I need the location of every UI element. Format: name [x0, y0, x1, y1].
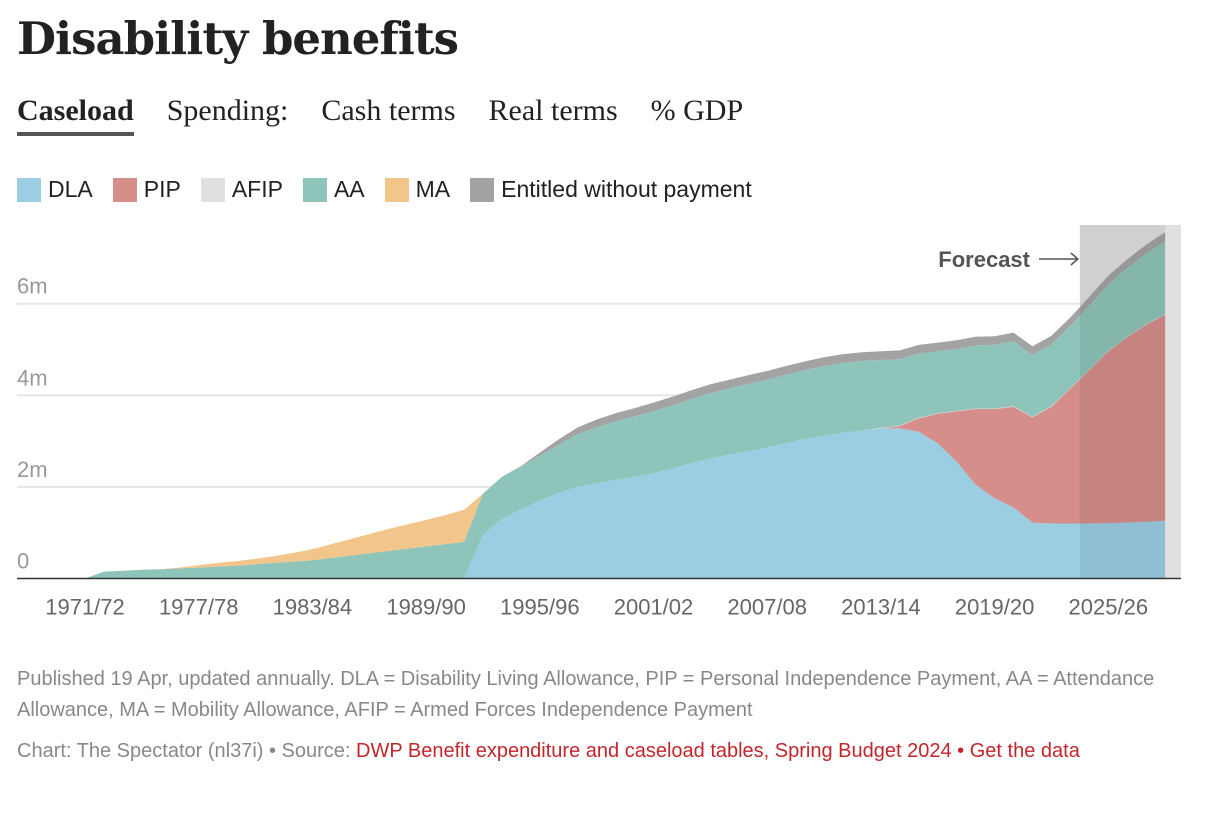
chart-footer: Published 19 Apr, updated annually. DLA …	[17, 664, 1187, 767]
get-data-link[interactable]: Get the data	[969, 740, 1080, 762]
page-title: Disability benefits	[17, 12, 459, 65]
legend-item-ma: MA	[384, 176, 451, 203]
area-aa	[85, 241, 1166, 579]
legend-label-entitled: Entitled without payment	[501, 176, 752, 202]
forecast-tint	[1079, 224, 1166, 579]
forecast-arrowhead-icon	[1070, 252, 1080, 266]
legend: DLA PIP AFIP AA MA Entitled without paym…	[17, 176, 772, 203]
legend-swatch-entitled	[470, 177, 495, 202]
legend-item-aa: AA	[302, 176, 365, 203]
source-link[interactable]: DWP Benefit expenditure and caseload tab…	[356, 740, 952, 762]
x-tick-label: 2019/20	[955, 595, 1035, 620]
legend-swatch-pip	[112, 177, 137, 202]
tab-cash-terms[interactable]: Cash terms	[321, 94, 456, 127]
area-pip	[85, 314, 1166, 579]
y-tick-label: 2m	[17, 457, 48, 482]
view-tabs: Caseload Spending: Cash terms Real terms…	[17, 94, 776, 136]
footer-notes: Published 19 Apr, updated annually. DLA …	[17, 668, 1155, 721]
x-tick-label: 1995/96	[500, 595, 580, 620]
footer-credit: Chart: The Spectator (nl37i) • Source: D…	[17, 736, 1187, 767]
legend-label-dla: DLA	[48, 176, 93, 202]
legend-swatch-aa	[302, 177, 327, 202]
spending-label: Spending:	[166, 94, 289, 127]
x-axis: 1971/72 1977/78 1983/84 1989/90 1995/96 2001/…	[17, 577, 1181, 620]
credit-prefix: Chart: The Spectator (nl37i) • Source:	[17, 740, 357, 762]
forecast-annotation: Forecast	[938, 247, 1080, 272]
y-tick-label: 0	[17, 549, 29, 574]
x-tick-label: 1989/90	[386, 595, 466, 620]
legend-item-dla: DLA	[17, 176, 93, 203]
x-tick-label: 2025/26	[1069, 595, 1149, 620]
legend-label-aa: AA	[333, 176, 365, 202]
y-axis: 0 2m 4m 6m	[17, 274, 48, 574]
legend-label-ma: MA	[415, 176, 451, 202]
link-separator: •	[951, 740, 970, 762]
legend-item-pip: PIP	[112, 176, 181, 203]
x-tick-label: 1983/84	[273, 595, 353, 620]
legend-label-afip: AFIP	[231, 176, 283, 202]
legend-swatch-dla	[17, 177, 41, 202]
legend-label-pip: PIP	[143, 176, 181, 202]
forecast-overlay	[1079, 224, 1166, 579]
x-tick-label: 2007/08	[727, 595, 807, 620]
caseload-area-chart: 0 2m 4m 6m 1971/72 1977/78 1983/84 1989/90 1995…	[17, 224, 1181, 620]
stacked-areas	[85, 232, 1166, 579]
area-dla	[85, 428, 1166, 579]
tab-caseload[interactable]: Caseload	[17, 94, 134, 136]
tab-percent-gdp[interactable]: % GDP	[650, 94, 744, 127]
forecast-label: Forecast	[938, 247, 1030, 272]
x-tick-label: 2013/14	[841, 595, 921, 620]
x-tick-label: 1977/78	[159, 595, 239, 620]
legend-item-entitled: Entitled without payment	[470, 176, 752, 203]
x-tick-label: 2001/02	[614, 595, 694, 620]
tab-real-terms[interactable]: Real terms	[488, 94, 618, 127]
legend-swatch-afip	[200, 177, 225, 202]
y-tick-label: 6m	[17, 274, 48, 299]
x-tick-label: 1971/72	[45, 595, 125, 620]
y-tick-label: 4m	[17, 365, 48, 390]
legend-swatch-ma	[384, 177, 409, 202]
legend-item-afip: AFIP	[200, 176, 283, 203]
